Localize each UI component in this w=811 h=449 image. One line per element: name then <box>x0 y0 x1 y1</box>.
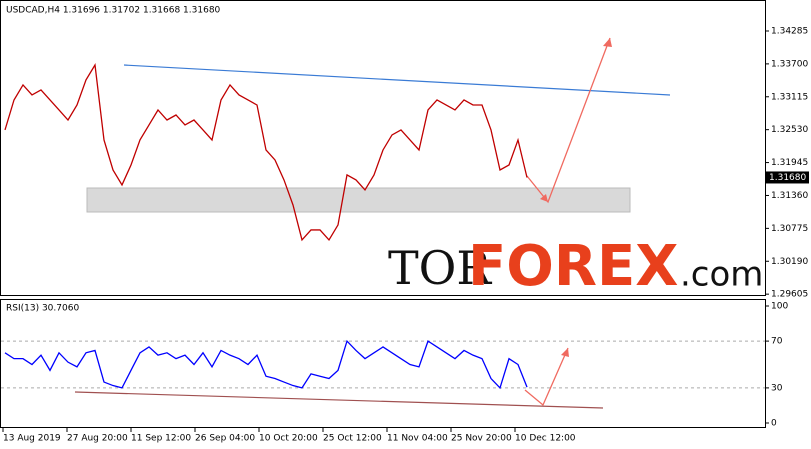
y-tick-label: 100 <box>771 302 788 312</box>
y-tick-label: 1.34285 <box>771 26 808 36</box>
y-tick-label: 1.33700 <box>771 59 808 69</box>
y-tick-label: 1.32530 <box>771 125 808 135</box>
logo-part: FOREX <box>468 234 678 299</box>
price-frame <box>0 0 766 296</box>
series-line <box>4 339 528 390</box>
y-tick-label: 1.30190 <box>771 257 808 267</box>
x-tick-label: 11 Nov 04:00 <box>387 434 448 444</box>
x-tick-label: 11 Sep 12:00 <box>131 434 191 444</box>
series-line <box>4 63 528 242</box>
logo-part: TOR <box>388 241 492 295</box>
rsi-trend-line <box>74 391 604 409</box>
y-tick-label: 70 <box>771 337 783 347</box>
price-marker <box>766 171 809 184</box>
y-tick-label: 1.31945 <box>771 158 808 168</box>
y-tick-label: 1.29605 <box>771 290 808 300</box>
chart-title: USDCAD,H4 1.31696 1.31702 1.31668 1.3168… <box>6 6 221 16</box>
arrow-head <box>540 194 548 202</box>
x-tick-label: 27 Aug 20:00 <box>67 434 128 444</box>
logo-part: .com <box>680 255 763 295</box>
y-tick-label: 1.30775 <box>771 224 808 234</box>
x-tick-label: 13 Aug 2019 <box>3 434 61 444</box>
y-tick-label: 1.33115 <box>771 92 808 102</box>
x-tick-label: 26 Sep 04:00 <box>195 434 255 444</box>
rsi-title: RSI(13) 30.7060 <box>6 304 79 314</box>
arrow-head <box>561 348 569 357</box>
price-label: 1.31680 <box>769 173 806 183</box>
y-tick-label: 1.31360 <box>771 191 808 201</box>
rsi-forecast-arrow <box>524 347 569 407</box>
x-tick-label: 25 Oct 12:00 <box>323 434 382 444</box>
rsi-frame <box>0 299 766 428</box>
trend-line <box>123 64 671 96</box>
y-tick-label: 0 <box>771 419 777 429</box>
arrow-head <box>603 38 612 47</box>
forecast-arrow <box>526 37 611 204</box>
x-tick-label: 10 Oct 20:00 <box>259 434 318 444</box>
y-tick-label: 30 <box>771 383 783 393</box>
x-tick-label: 10 Dec 12:00 <box>515 434 576 444</box>
x-tick-label: 25 Nov 20:00 <box>451 434 512 444</box>
